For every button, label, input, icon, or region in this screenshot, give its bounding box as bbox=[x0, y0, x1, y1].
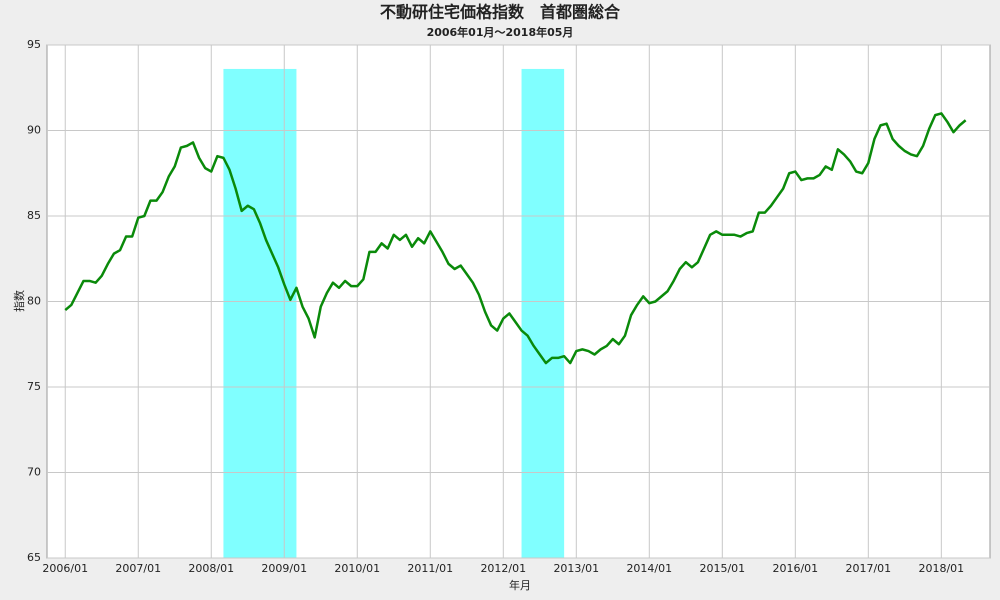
x-tick-label: 2007/01 bbox=[115, 562, 161, 575]
y-tick-label: 70 bbox=[27, 466, 41, 479]
x-tick-label: 2006/01 bbox=[42, 562, 88, 575]
y-tick-label: 75 bbox=[27, 380, 41, 393]
x-tick-label: 2017/01 bbox=[845, 562, 891, 575]
x-tick-label: 2012/01 bbox=[480, 562, 526, 575]
data-line bbox=[64, 112, 967, 365]
y-tick-label: 85 bbox=[27, 209, 41, 222]
x-tick-label: 2016/01 bbox=[772, 562, 818, 575]
x-tick-label: 2010/01 bbox=[334, 562, 380, 575]
shaded-period bbox=[521, 68, 565, 558]
y-axis-label: 指数 bbox=[12, 290, 26, 312]
chart-title: 不動研住宅価格指数 首都圏総合 bbox=[380, 3, 621, 22]
x-tick-label: 2014/01 bbox=[626, 562, 672, 575]
x-tick-label: 2013/01 bbox=[553, 562, 599, 575]
y-tick-label: 80 bbox=[27, 295, 41, 308]
x-tick-label: 2009/01 bbox=[261, 562, 307, 575]
chart-subtitle: 2006年01月～2018年05月 bbox=[427, 25, 574, 39]
y-tick-label: 90 bbox=[27, 124, 41, 137]
x-axis-label: 年月 bbox=[509, 578, 531, 592]
x-tick-label: 2015/01 bbox=[699, 562, 745, 575]
y-tick-label: 95 bbox=[27, 38, 41, 51]
x-tick-label: 2018/01 bbox=[918, 562, 964, 575]
y-tick-label: 65 bbox=[27, 551, 41, 564]
x-tick-label: 2008/01 bbox=[188, 562, 234, 575]
x-tick-label: 2011/01 bbox=[407, 562, 453, 575]
shaded-period bbox=[223, 68, 297, 558]
